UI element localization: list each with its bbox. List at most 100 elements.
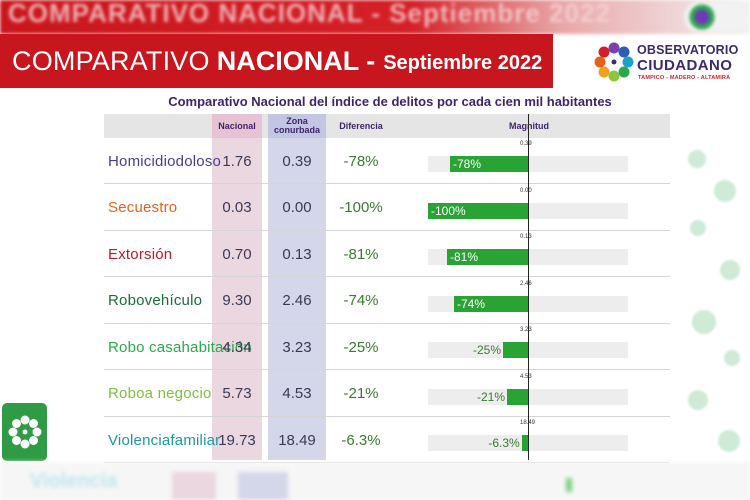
crime-line1: Homicidio: [108, 152, 176, 170]
header-zona-line1: Zona: [286, 116, 308, 126]
magnitude-label: -74%: [457, 296, 486, 311]
title-bold: NACIONAL: [216, 45, 360, 76]
table-row: Robo casa habitación 4.34 3.23 -25% -25% 3.23: [104, 324, 670, 370]
observatorio-logo-icon: [594, 42, 634, 82]
table-row: Robo vehículo 9.30 2.46 -74% -74% 2.46: [104, 278, 670, 324]
row-divider: [104, 369, 670, 370]
nacional-value: 5.73: [222, 385, 252, 402]
magnitude-label: -100%: [431, 203, 466, 218]
row-divider: [104, 276, 670, 277]
zona-column-bg: [268, 114, 326, 460]
diferencia-value: -100%: [339, 199, 383, 216]
magnitude-label: -6.3%: [488, 436, 520, 450]
magnitude-value-label: 2.46: [520, 280, 532, 287]
magnitude-bar: [454, 295, 528, 312]
background-banner: COMPARATIVO NACIONAL - Septiembre 2022: [0, 0, 750, 34]
nacional-value: 0.03: [222, 199, 252, 216]
crime-line2: familiar: [170, 431, 221, 449]
magnitude-value-label: 3.23: [520, 327, 532, 333]
magnitude-label: -25%: [472, 343, 501, 357]
logo-line2: CIUDADANO: [637, 57, 733, 74]
crime-label: Secuestro: [108, 185, 177, 231]
magnitude-value-label: 0.39: [520, 141, 532, 147]
crime-label: Extorsión: [108, 231, 172, 277]
row-divider: [104, 229, 670, 231]
magnitude-label: -81%: [450, 250, 479, 264]
header-zona: Zona conurbada: [268, 114, 326, 138]
crime-line2: vehículo: [144, 292, 203, 309]
crime-line2: doloso: [175, 152, 222, 170]
zona-value: 3.23: [282, 338, 312, 356]
table-subtitle: Comparativo Nacional del índice de delit…: [168, 94, 612, 109]
magnitude-bar: [450, 156, 528, 172]
crime-line1: Robo casa: [108, 338, 182, 356]
crime-line1: Secuestro: [108, 199, 178, 216]
crime-line1: Violencia: [108, 431, 171, 449]
magnitude-bar: [507, 388, 528, 405]
diferencia-value: -6.3%: [341, 431, 381, 449]
zona-value: 2.46: [282, 292, 312, 309]
crime-line1: Extorsión: [108, 245, 173, 263]
header-diferencia: Diferencia: [339, 120, 383, 131]
magnitude-value-label: 0.00: [520, 187, 532, 194]
row-divider: [104, 322, 670, 324]
background-ghost-row: Violencia: [0, 462, 750, 500]
ghost-logo-icon: [684, 2, 744, 32]
crime-label: Robo vehículo: [108, 278, 202, 324]
crime-line2: a negocio: [144, 385, 212, 402]
table-row: Homicidio doloso 1.76 0.39 -78% -78% 0.39: [104, 138, 670, 184]
nacional-value: 0.70: [222, 245, 252, 263]
magnitude-value-label: 18.49: [520, 420, 535, 426]
crime-label: Homicidio doloso: [108, 138, 221, 184]
nacional-column-bg: [212, 114, 262, 460]
diferencia-value: -78%: [343, 152, 379, 170]
magnitude-bar: [447, 249, 528, 265]
magnitude-label: -21%: [476, 389, 505, 404]
nacional-value: 19.73: [218, 431, 256, 449]
title-date: Septiembre 2022: [383, 51, 543, 74]
table-row: Secuestro 0.03 0.00 -100% -100% 0.00: [104, 185, 670, 231]
row-divider: [104, 415, 670, 417]
nacional-value: 4.34: [222, 338, 252, 356]
crime-label: Robo casa habitación: [108, 324, 252, 370]
magnitude-bar: [503, 342, 528, 358]
zona-value: 18.49: [278, 431, 316, 449]
logo-line1: OBSERVATORIO: [637, 43, 739, 57]
zona-value: 0.39: [282, 152, 312, 170]
header-nacional: Nacional: [212, 114, 262, 138]
magnitude-value-label: 4.53: [520, 373, 532, 380]
decorative-dots: [680, 140, 750, 470]
magnitude-bar: [428, 202, 528, 219]
observatorio-side-icon: [2, 403, 47, 461]
table-header: Nacional Zona conurbada Diferencia Magnit…: [104, 114, 670, 138]
header-magnitud: Magnitud: [509, 120, 549, 131]
crime-line1: Robo: [108, 385, 145, 402]
table-row: Robo a negocio 5.73 4.53 -21% -21% 4.53: [104, 371, 670, 417]
nacional-value: 9.30: [222, 292, 252, 309]
observatorio-logo: OBSERVATORIO CIUDADANO TAMPICO - MADERO …: [592, 40, 750, 90]
magnitude-bar: [521, 435, 528, 451]
row-divider: [104, 183, 670, 184]
nacional-value: 1.76: [222, 152, 252, 170]
table-row: Extorsión 0.70 0.13 -81% -81% 0.13: [104, 231, 670, 277]
crime-label: Robo a negocio: [108, 371, 212, 417]
crime-line2: habitación: [181, 338, 252, 356]
crime-line1: Robo: [108, 292, 145, 309]
diferencia-value: -25%: [343, 338, 379, 356]
magnitude-label: -78%: [453, 157, 482, 171]
diferencia-value: -21%: [343, 385, 379, 402]
header-zona-line2: conurbada: [273, 125, 320, 135]
title-bar: COMPARATIVO NACIONAL - Septiembre 2022: [0, 34, 553, 88]
zona-value: 0.13: [282, 245, 312, 263]
zona-value: 0.00: [282, 199, 312, 216]
logo-line3: TAMPICO - MADERO - ALTAMIRA: [638, 75, 731, 81]
title-dash: -: [366, 45, 376, 76]
comparison-table: Nacional Zona conurbada Diferencia Magnit…: [104, 114, 670, 463]
diferencia-value: -81%: [343, 245, 379, 263]
magnitude-value-label: 0.13: [520, 234, 532, 240]
diferencia-value: -74%: [343, 292, 379, 309]
ghost-row-label: Violencia: [30, 470, 118, 492]
title-light: COMPARATIVO: [12, 45, 210, 76]
magnitude-axis: [528, 114, 529, 460]
